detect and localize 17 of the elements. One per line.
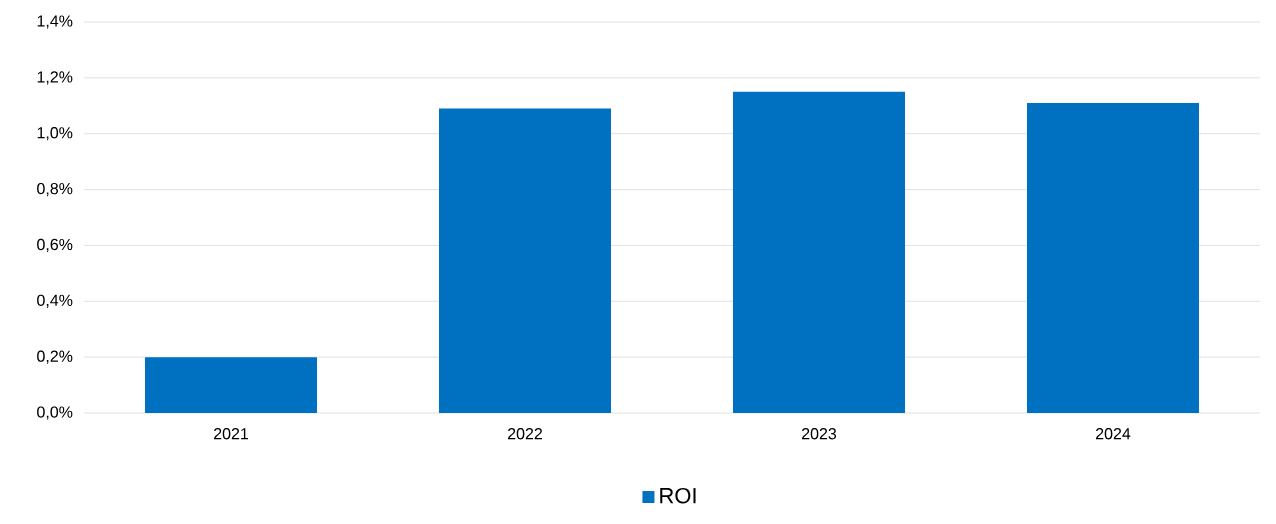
y-tick-label: 0,0% — [37, 406, 73, 420]
x-tick-label: 2021 — [214, 428, 249, 440]
y-tick-label: 0,2% — [37, 350, 73, 364]
x-tick-label: 2023 — [802, 428, 837, 440]
y-tick-label: 0,4% — [37, 294, 73, 308]
bar — [733, 91, 905, 413]
bar — [145, 357, 318, 413]
bar — [439, 108, 611, 413]
legend-label: ROI — [660, 487, 696, 504]
y-tick-label: 0,6% — [37, 238, 73, 253]
y-tick-label: 1,2% — [37, 71, 73, 85]
x-tick-label: 2024 — [1096, 428, 1131, 440]
bar — [1026, 102, 1199, 413]
y-tick-label: 1,0% — [37, 127, 73, 141]
x-tick-label: 2022 — [508, 428, 542, 440]
y-tick-label: 1,4% — [37, 15, 73, 29]
y-tick-label: 0,8% — [37, 182, 73, 197]
